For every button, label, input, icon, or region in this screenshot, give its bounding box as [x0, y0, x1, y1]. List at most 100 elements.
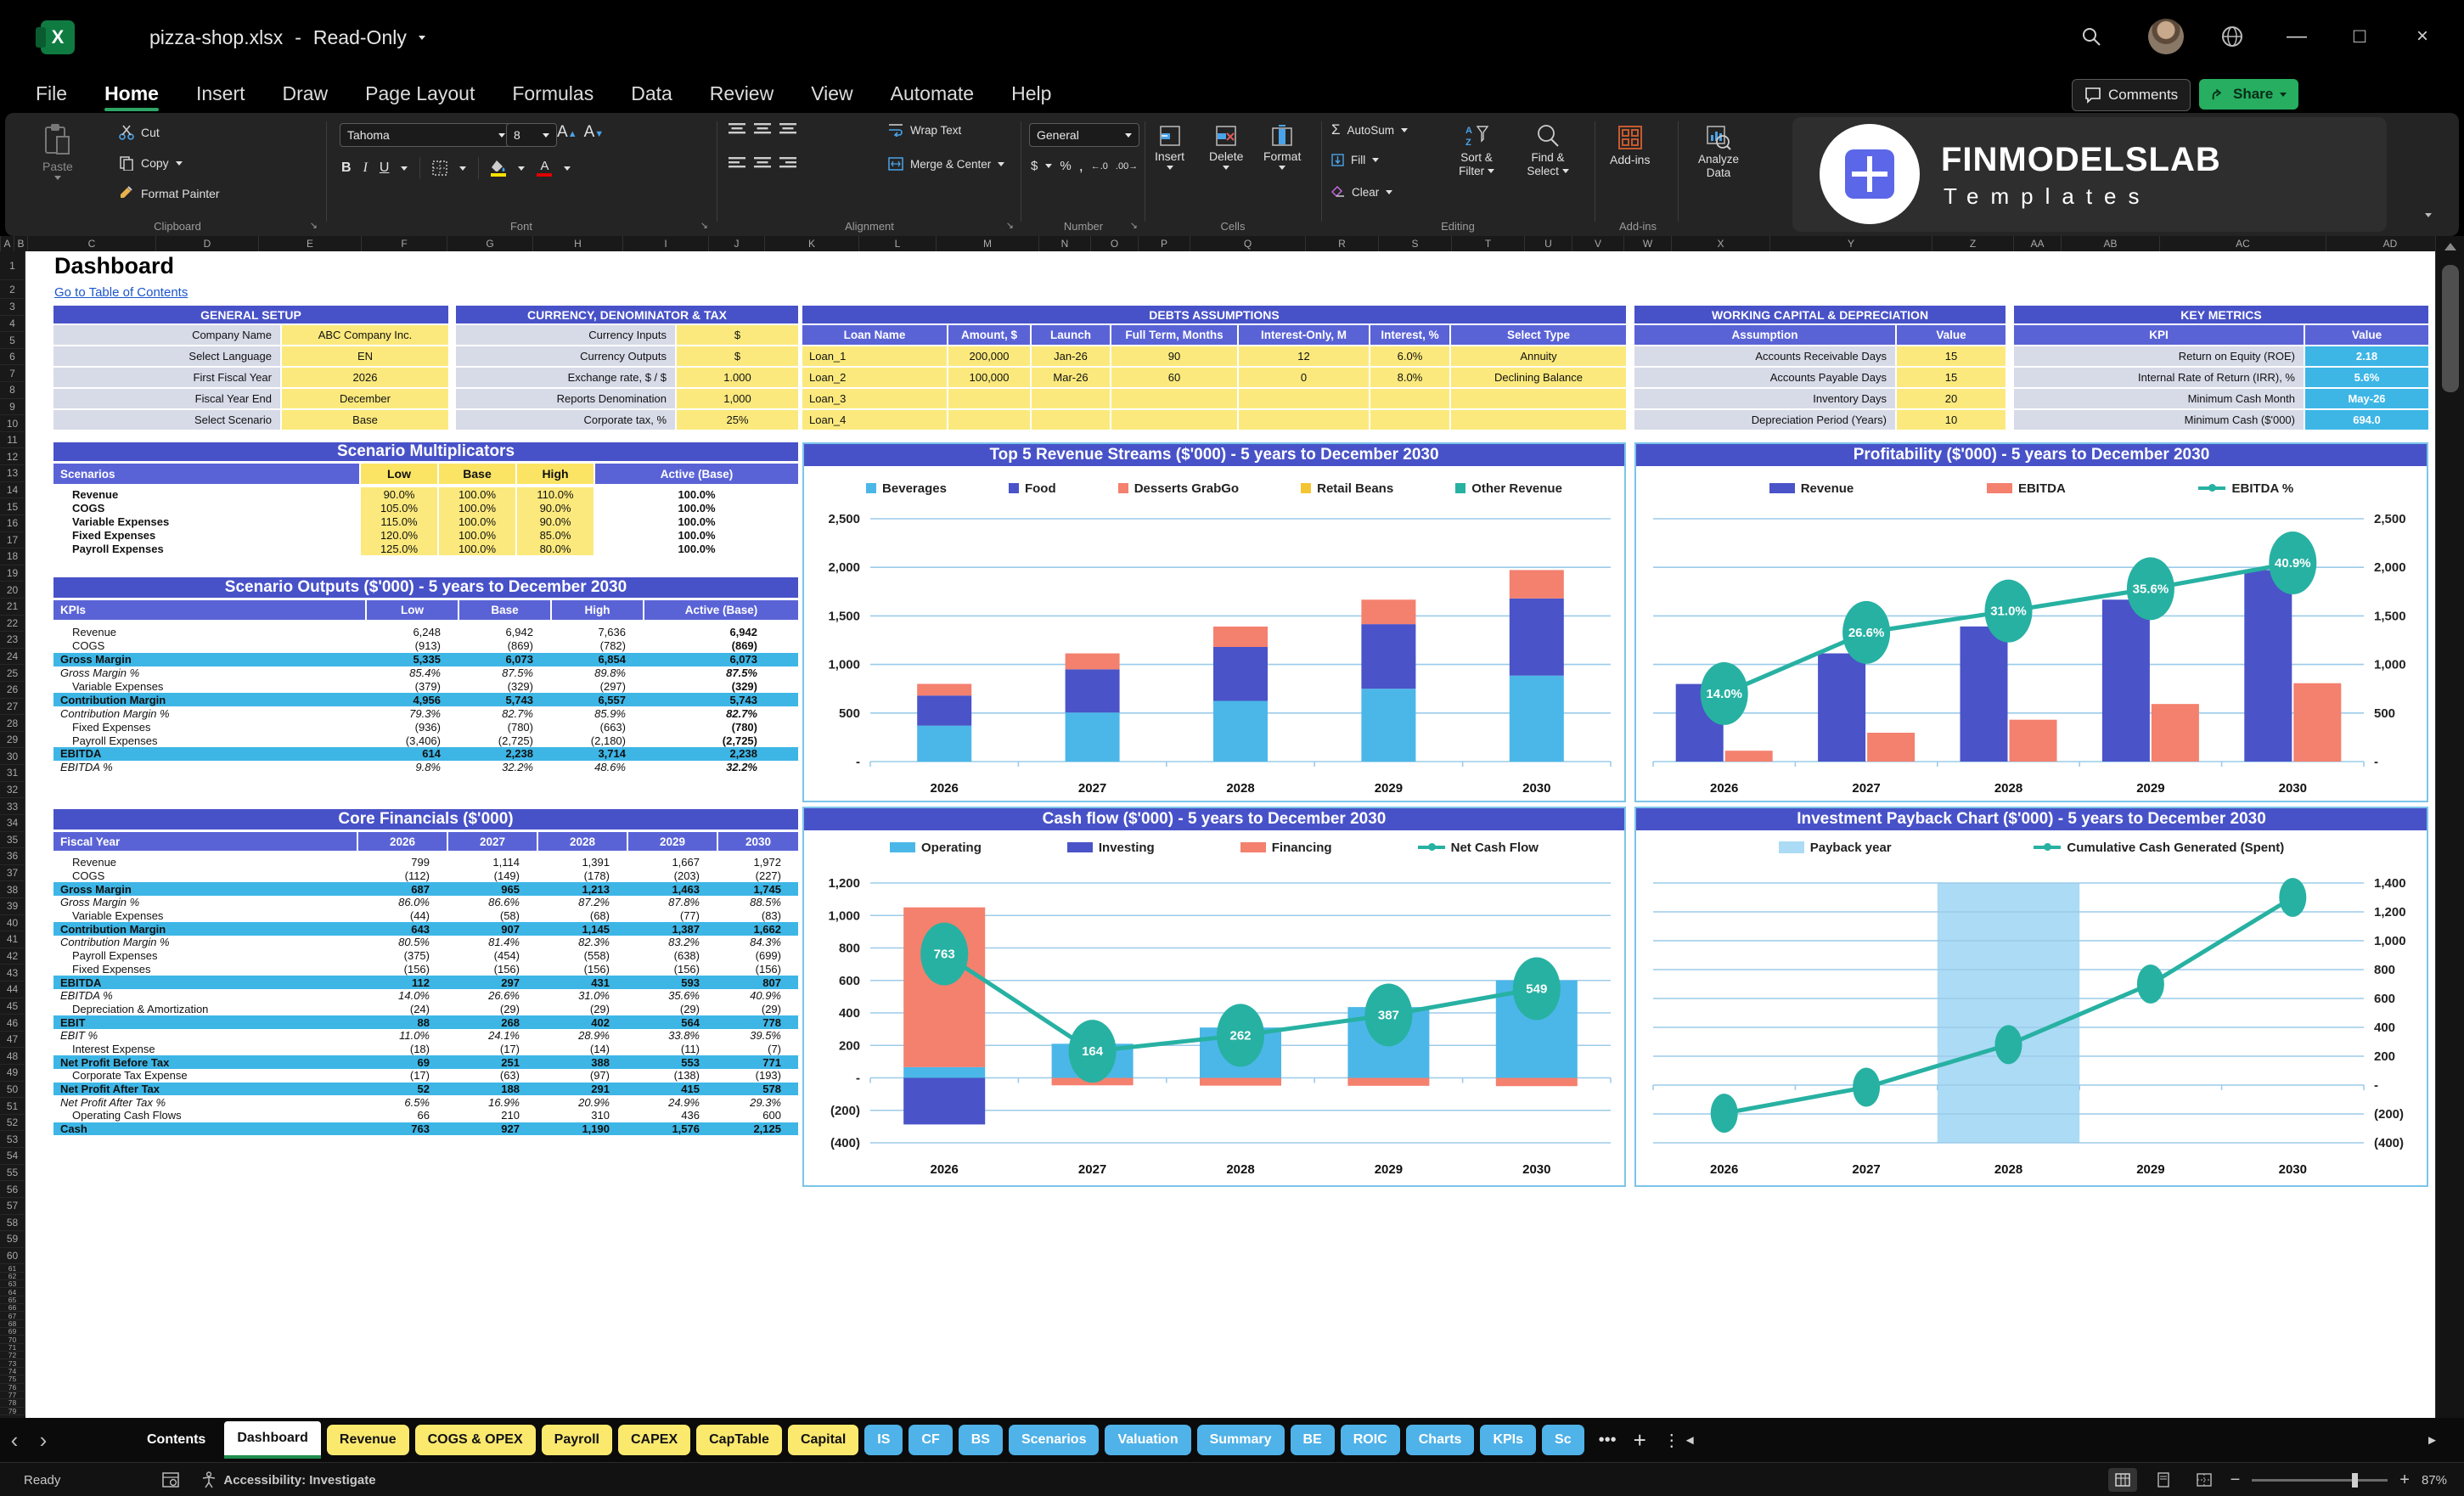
sheet-tab-cogs-opex[interactable]: COGS & OPEX — [414, 1425, 536, 1455]
column-header-Z[interactable]: Z — [1932, 236, 2014, 251]
row-header-55[interactable]: 55 — [0, 1164, 25, 1182]
row-header-24[interactable]: 24 — [0, 648, 25, 666]
value-cell[interactable]: 100.0% — [439, 542, 515, 555]
row-header-39[interactable]: 39 — [0, 897, 25, 915]
value-cell[interactable]: 2026 — [282, 368, 448, 387]
row-header-37[interactable]: 37 — [0, 864, 25, 882]
row-header-60[interactable]: 60 — [0, 1247, 25, 1265]
row-header-11[interactable]: 11 — [0, 431, 25, 449]
toc-link[interactable]: Go to Table of Contents — [54, 285, 188, 300]
bold-button[interactable]: B — [341, 160, 352, 175]
row-header-26[interactable]: 26 — [0, 682, 25, 699]
value-cell[interactable]: 90.0% — [361, 487, 437, 501]
more-sheets-button[interactable]: ••• — [1598, 1430, 1617, 1449]
row-header-42[interactable]: 42 — [0, 948, 25, 965]
scroll-up-icon[interactable] — [2444, 243, 2456, 250]
underline-button[interactable]: U — [379, 160, 390, 175]
value-cell[interactable] — [1032, 410, 1110, 430]
increase-font-icon[interactable]: A▲ — [557, 123, 577, 141]
clipboard-dialog-launcher[interactable]: ↘ — [309, 221, 318, 231]
sheet-tab-dashboard[interactable]: Dashboard — [224, 1421, 321, 1459]
column-header-B[interactable]: B — [14, 236, 28, 251]
value-cell[interactable]: 120.0% — [361, 528, 437, 542]
column-header-I[interactable]: I — [623, 236, 709, 251]
row-header-78[interactable]: 78 — [0, 1398, 25, 1408]
wrap-text-button[interactable]: Wrap Text — [888, 123, 961, 137]
row-header-17[interactable]: 17 — [0, 531, 25, 549]
comments-button[interactable]: Comments — [2072, 79, 2191, 111]
column-header-AA[interactable]: AA — [2014, 236, 2062, 251]
row-header-50[interactable]: 50 — [0, 1081, 25, 1099]
value-cell[interactable]: 100.0% — [439, 528, 515, 542]
row-header-40[interactable]: 40 — [0, 914, 25, 932]
column-header-L[interactable]: L — [859, 236, 937, 251]
menu-tab-view[interactable]: View — [811, 82, 853, 104]
column-header-AB[interactable]: AB — [2062, 236, 2160, 251]
value-cell[interactable]: 100,000 — [948, 368, 1030, 387]
row-header-61[interactable]: 61 — [0, 1264, 25, 1273]
clear-button[interactable]: Clear — [1331, 186, 1393, 199]
close-button[interactable]: × — [2416, 25, 2428, 48]
autosum-button[interactable]: Σ AutoSum — [1331, 121, 1409, 138]
row-header-1[interactable]: 1 — [0, 251, 25, 280]
zoom-in-button[interactable]: + — [2399, 1470, 2410, 1489]
font-color-button[interactable]: A — [537, 160, 553, 177]
sheet-tab-bs[interactable]: BS — [958, 1425, 1003, 1455]
row-header-54[interactable]: 54 — [0, 1148, 25, 1165]
column-header-V[interactable]: V — [1572, 236, 1624, 251]
value-cell[interactable]: Mar-26 — [1032, 368, 1110, 387]
sheet-options-icon[interactable]: ⋮ — [1662, 1431, 1680, 1450]
sheet-tab-scenarios[interactable]: Scenarios — [1008, 1425, 1100, 1455]
value-cell[interactable]: 0 — [1239, 368, 1369, 387]
value-cell[interactable]: 90.0% — [517, 501, 593, 515]
row-header-22[interactable]: 22 — [0, 615, 25, 633]
row-header-49[interactable]: 49 — [0, 1065, 25, 1082]
sheet-tab-is[interactable]: IS — [864, 1425, 903, 1455]
column-header-AC[interactable]: AC — [2160, 236, 2326, 251]
value-cell[interactable] — [1111, 410, 1237, 430]
percent-format-icon[interactable]: % — [1060, 159, 1072, 173]
row-header-73[interactable]: 73 — [0, 1359, 25, 1368]
value-cell[interactable]: 115.0% — [361, 515, 437, 528]
column-header-W[interactable]: W — [1624, 236, 1672, 251]
value-cell[interactable] — [1239, 410, 1369, 430]
italic-button[interactable]: I — [363, 160, 368, 175]
macro-record-icon[interactable] — [162, 1472, 180, 1488]
row-header-47[interactable]: 47 — [0, 1031, 25, 1049]
column-header-M[interactable]: M — [937, 236, 1039, 251]
value-cell[interactable]: 8.0% — [1370, 368, 1449, 387]
sheet-tab-summary[interactable]: Summary — [1196, 1425, 1285, 1455]
new-sheet-button[interactable]: + — [1633, 1426, 1646, 1453]
value-cell[interactable] — [1370, 389, 1449, 408]
zoom-slider[interactable] — [2252, 1472, 2388, 1488]
accessibility-icon[interactable]: Accessibility: Investigate — [201, 1471, 376, 1488]
align-center-icon[interactable] — [754, 157, 771, 169]
row-header-20[interactable]: 20 — [0, 582, 25, 599]
column-header-J[interactable]: J — [709, 236, 765, 251]
row-header-30[interactable]: 30 — [0, 748, 25, 766]
column-header-E[interactable]: E — [259, 236, 362, 251]
sheet-tab-cf[interactable]: CF — [909, 1425, 953, 1455]
sheet-tab-contents[interactable]: Contents — [147, 1432, 206, 1447]
row-header-21[interactable]: 21 — [0, 598, 25, 616]
row-header-52[interactable]: 52 — [0, 1114, 25, 1132]
value-cell[interactable]: 1.000 — [677, 368, 798, 387]
column-header-Y[interactable]: Y — [1770, 236, 1932, 251]
merge-center-button[interactable]: Merge & Center — [888, 157, 1005, 171]
align-left-icon[interactable] — [729, 157, 745, 169]
row-header-46[interactable]: 46 — [0, 1015, 25, 1032]
row-header-8[interactable]: 8 — [0, 382, 25, 399]
sheet-tab-valuation[interactable]: Valuation — [1105, 1425, 1191, 1455]
column-header-G[interactable]: G — [447, 236, 533, 251]
value-cell[interactable]: Base — [282, 410, 448, 430]
row-header-7[interactable]: 7 — [0, 365, 25, 383]
number-dialog-launcher[interactable]: ↘ — [1129, 221, 1138, 231]
column-header-R[interactable]: R — [1306, 236, 1379, 251]
sheet-tab-capital[interactable]: Capital — [787, 1425, 859, 1455]
column-header-U[interactable]: U — [1525, 236, 1572, 251]
row-header-38[interactable]: 38 — [0, 881, 25, 898]
row-header-3[interactable]: 3 — [0, 299, 25, 316]
row-header-45[interactable]: 45 — [0, 998, 25, 1015]
menu-tab-review[interactable]: Review — [709, 82, 774, 104]
copy-button[interactable]: Copy — [119, 155, 183, 171]
